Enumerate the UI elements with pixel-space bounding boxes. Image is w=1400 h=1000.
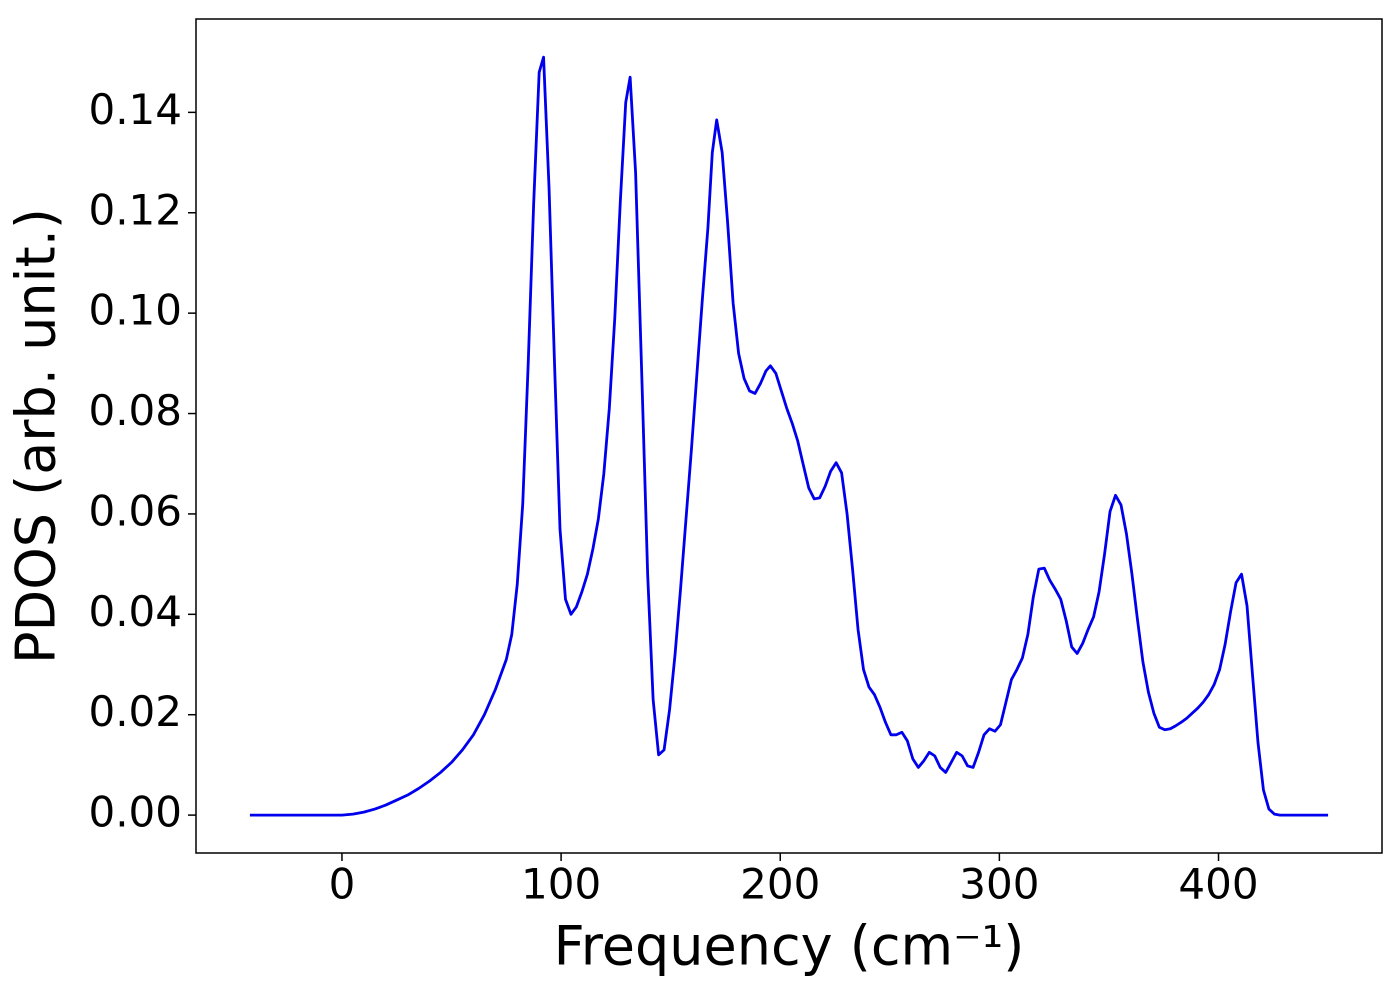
y-tick-label: 0.10 (88, 286, 182, 335)
x-tick-label: 300 (959, 860, 1039, 909)
x-tick-label: 100 (521, 860, 601, 909)
y-tick-label: 0.06 (88, 486, 182, 535)
y-tick-label: 0.08 (88, 386, 182, 435)
x-tick-label: 0 (329, 860, 356, 909)
y-tick-label: 0.00 (88, 788, 182, 837)
plot-frame (195, 18, 1383, 854)
x-tick-label: 200 (740, 860, 820, 909)
y-tick-label: 0.12 (88, 185, 182, 234)
y-tick-label: 0.02 (88, 687, 182, 736)
y-axis-label: PDOS (arb. unit.) (5, 208, 68, 664)
x-axis-label: Frequency (cm⁻¹) (554, 915, 1025, 978)
x-tick-label: 400 (1178, 860, 1258, 909)
y-tick-label: 0.14 (88, 85, 182, 134)
y-tick-label: 0.04 (88, 587, 182, 636)
data-line (249, 55, 1329, 817)
